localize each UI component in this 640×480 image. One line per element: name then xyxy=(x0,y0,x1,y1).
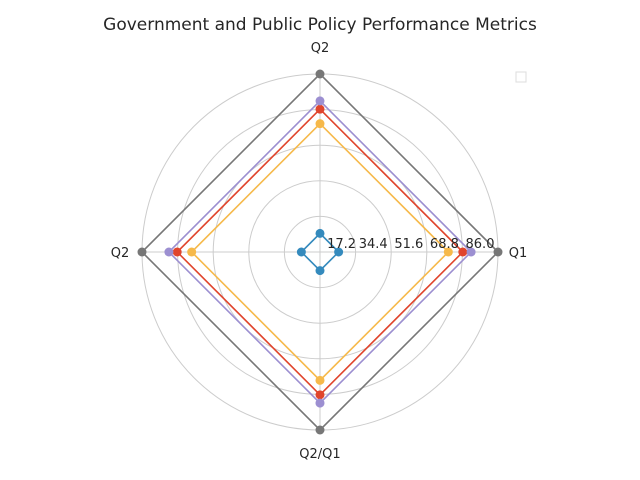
series-point xyxy=(315,69,325,79)
series-point xyxy=(164,247,174,257)
legend-box xyxy=(515,71,527,83)
series-point xyxy=(315,398,325,408)
axis-label: Q1 xyxy=(509,246,528,261)
series-2 xyxy=(164,96,476,408)
series-point xyxy=(315,425,325,435)
series-point xyxy=(493,247,503,257)
series-point xyxy=(315,104,325,114)
series-point xyxy=(466,247,476,257)
series-4 xyxy=(296,228,344,276)
axis-label: Q2 xyxy=(311,41,330,56)
series-point xyxy=(315,375,325,385)
series-point xyxy=(458,247,468,257)
series-point xyxy=(315,228,325,238)
radial-tick-label: 17.2 xyxy=(327,237,356,252)
radial-tick-label: 51.6 xyxy=(394,237,423,252)
axis-label: Q2/Q1 xyxy=(299,447,340,462)
chart-title: Government and Public Policy Performance… xyxy=(103,15,537,35)
series-3 xyxy=(137,69,503,435)
series-point xyxy=(443,247,453,257)
radial-ticks: 17.2 34.4 51.6 68.8 86.0 xyxy=(327,237,494,252)
radial-tick-label: 68.8 xyxy=(430,237,459,252)
series-point xyxy=(315,96,325,106)
radar-series xyxy=(137,69,503,435)
series-point xyxy=(187,247,197,257)
radial-tick-label: 86.0 xyxy=(466,237,495,252)
series-point xyxy=(315,390,325,400)
axis-labels: Q1 Q2 Q2 Q2/Q1 xyxy=(111,41,528,462)
radial-tick-label: 34.4 xyxy=(359,237,388,252)
series-point xyxy=(315,266,325,276)
series-point xyxy=(334,247,344,257)
series-point xyxy=(172,247,182,257)
series-0 xyxy=(187,119,453,385)
axis-label: Q2 xyxy=(111,246,130,261)
series-point xyxy=(315,119,325,129)
series-1 xyxy=(172,104,468,400)
series-point xyxy=(296,247,306,257)
series-point xyxy=(137,247,147,257)
